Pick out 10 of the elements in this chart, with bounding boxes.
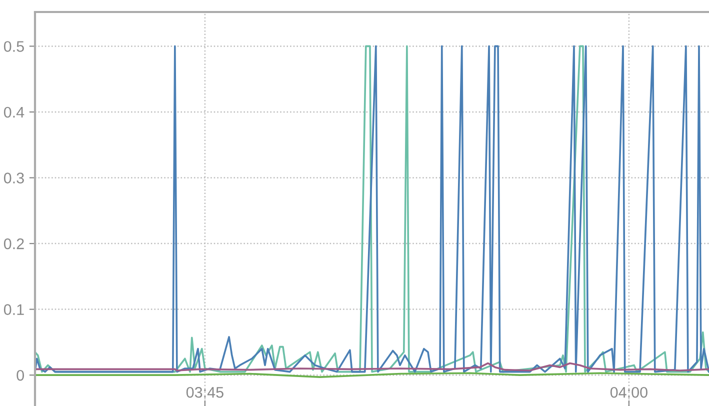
x-tick-label: 04:00 xyxy=(610,386,648,398)
y-tick-label: 0.4 xyxy=(4,106,24,118)
y-tick-label: 0.2 xyxy=(4,238,24,250)
y-tick-label: 0.3 xyxy=(4,172,24,184)
y-tick-label: 0.1 xyxy=(4,304,24,315)
x-tick-label: 03:45 xyxy=(186,386,224,398)
line-series xyxy=(35,362,709,372)
line-series xyxy=(35,45,709,373)
y-tick-label: 0 xyxy=(16,370,24,381)
y-tick-label: 0.5 xyxy=(4,41,24,52)
